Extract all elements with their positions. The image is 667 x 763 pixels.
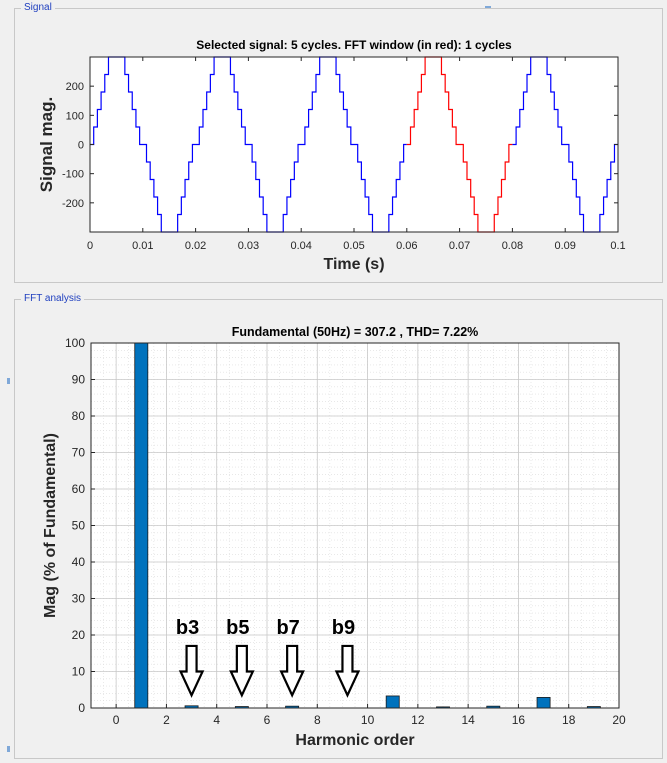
fft-x-tick-label: 4	[213, 713, 220, 727]
fft-x-tick-label: 14	[461, 713, 475, 727]
signal-series-line-0	[90, 56, 407, 233]
signal-y-tick-label: 0	[78, 140, 84, 152]
fft-annotation-label: b9	[332, 617, 355, 639]
down-arrow-icon	[178, 644, 205, 698]
panel-resize-handle-bottom[interactable]	[7, 746, 10, 752]
fft-x-tick-label: 16	[512, 713, 526, 727]
fft-y-tick-label: 100	[65, 336, 85, 350]
fft-x-tick-label: 18	[562, 713, 576, 727]
fft-y-axis-label: Mag (% of Fundamental)	[42, 433, 59, 618]
fft-bar	[134, 342, 149, 709]
signal-x-tick-label: 0.04	[290, 240, 311, 252]
signal-panel: Signal 0 0.01 0.02 0.03 0.04 0.05 0.06 0.07 0.08…	[14, 2, 663, 283]
fft-y-tick-label: 20	[72, 628, 86, 642]
signal-y-tick-label: 100	[66, 110, 84, 122]
fft-y-tick-label: 30	[72, 592, 86, 606]
signal-x-tick-label: 0.09	[554, 240, 575, 252]
fft-y-tick-label: 70	[72, 446, 86, 460]
signal-series-line-2	[512, 56, 618, 233]
fft-y-tick-label: 80	[72, 409, 86, 423]
signal-x-tick-label: 0.08	[502, 240, 523, 252]
fft-y-tick-label: 50	[72, 519, 86, 533]
signal-x-axis-label: Time (s)	[323, 256, 384, 273]
panel-resize-handle[interactable]	[7, 378, 10, 384]
signal-x-tick-label: 0.05	[343, 240, 364, 252]
fft-annotation-label: b7	[276, 617, 299, 639]
signal-panel-title: Signal	[21, 2, 55, 13]
fft-x-tick-label: 6	[264, 713, 271, 727]
down-arrow-icon	[279, 644, 305, 698]
signal-chart-title: Selected signal: 5 cycles. FFT window (i…	[196, 38, 512, 52]
splitter-handle[interactable]	[485, 6, 491, 8]
fft-panel-title: FFT analysis	[21, 293, 85, 304]
fft-x-tick-label: 8	[314, 713, 321, 727]
signal-y-axis-label: Signal mag.	[37, 97, 56, 192]
signal-x-tick-label: 0.1	[610, 240, 625, 252]
signal-x-tick-label: 0.01	[132, 240, 153, 252]
signal-x-tick-label: 0	[87, 240, 93, 252]
fft-x-tick-label: 0	[113, 713, 120, 727]
fft-x-tick-label: 10	[361, 713, 375, 727]
fft-x-tick-label: 20	[612, 713, 626, 727]
signal-y-tick-label: 200	[66, 81, 84, 93]
fft-y-tick-label: 90	[72, 373, 86, 387]
signal-x-tick-label: 0.03	[238, 240, 259, 252]
fft-y-tick-label: 10	[72, 665, 86, 679]
down-arrow-icon	[334, 644, 361, 698]
fft-x-axis-label: Harmonic order	[295, 732, 414, 749]
signal-x-tick-label: 0.06	[396, 240, 417, 252]
fft-bar	[385, 695, 400, 709]
signal-x-tick-label: 0.07	[449, 240, 470, 252]
fft-y-tick-label: 0	[78, 701, 85, 715]
fft-y-tick-label: 40	[72, 555, 86, 569]
fft-x-tick-label: 12	[411, 713, 425, 727]
fft-y-tick-label: 60	[72, 482, 86, 496]
fft-x-tick-label: 2	[163, 713, 170, 727]
fft-annotation-label: b3	[176, 617, 199, 639]
fft-panel: FFT analysis 0 2 4 6 8 10 12 14 16 18 20 0 10 20 30 40 5…	[14, 293, 663, 759]
signal-x-tick-label: 0.02	[185, 240, 206, 252]
down-arrow-icon	[229, 644, 255, 698]
signal-series-line-1	[406, 56, 513, 233]
signal-y-tick-label: -200	[62, 198, 84, 210]
signal-plot[interactable]: 0 0.01 0.02 0.03 0.04 0.05 0.06 0.07 0.08 0.09 0.1…	[15, 9, 662, 282]
fft-plot[interactable]: 0 2 4 6 8 10 12 14 16 18 20 0 10 20 30 40 50 60 70 80 90 100 b…	[15, 300, 662, 758]
signal-y-tick-label: -100	[62, 169, 84, 181]
fft-chart-title: Fundamental (50Hz) = 307.2 , THD= 7.22%	[232, 325, 479, 339]
fft-annotation-label: b5	[226, 617, 249, 639]
fft-bar	[536, 697, 551, 709]
